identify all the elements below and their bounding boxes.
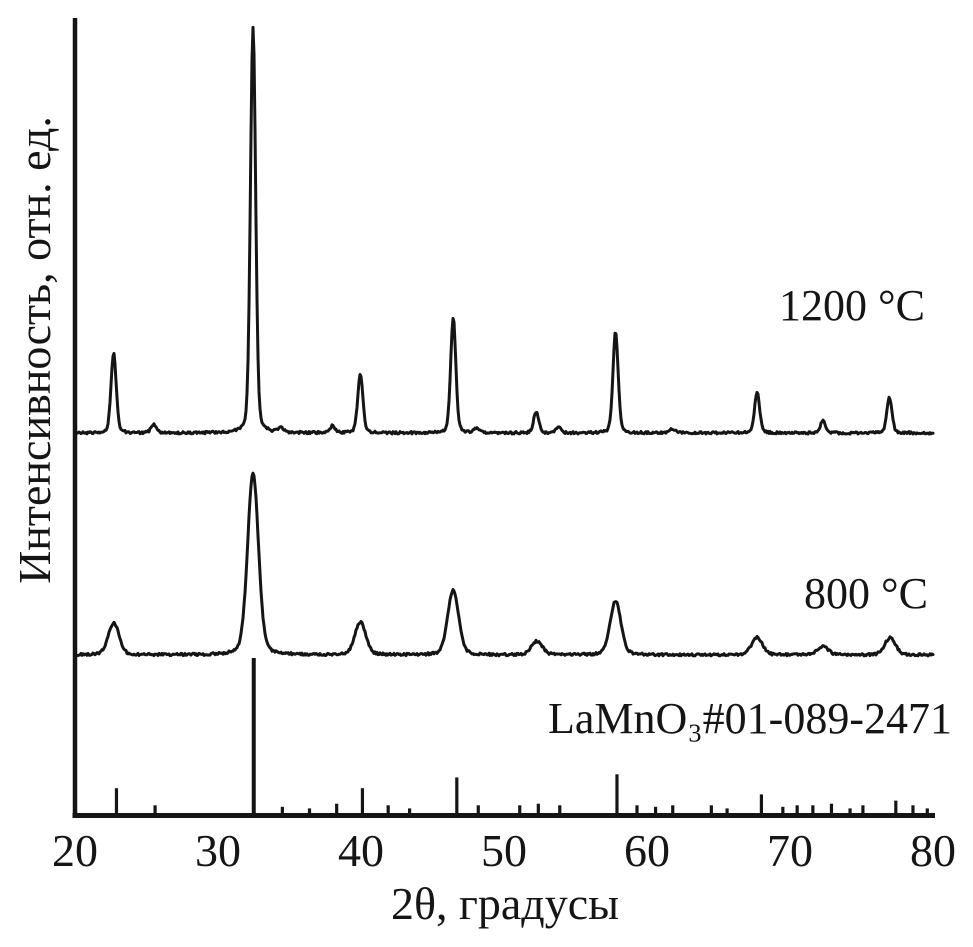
reference-card-label: LaMnO₃#01-089-2471 [548, 694, 952, 743]
x-tick-label-30: 30 [195, 825, 241, 876]
x-tick-label-50: 50 [481, 825, 527, 876]
x-tick-label-40: 40 [338, 825, 384, 876]
trace-1200c [75, 25, 935, 436]
x-tick-label-70: 70 [767, 825, 813, 876]
trace-800c [75, 471, 935, 658]
x-tick-label-80: 80 [910, 825, 956, 876]
x-tick-label-20: 20 [52, 825, 98, 876]
curve-label-800c: 800 °C [804, 569, 928, 618]
x-tick-label-60: 60 [624, 825, 670, 876]
curve-label-1200c: 1200 °C [779, 281, 925, 330]
x-tick-labels: 20 30 40 50 60 70 80 [0, 824, 973, 876]
x-axis-label: 2θ, градусы [390, 878, 620, 929]
y-axis-label: Интенсивность, отн. ед. [9, 116, 60, 584]
